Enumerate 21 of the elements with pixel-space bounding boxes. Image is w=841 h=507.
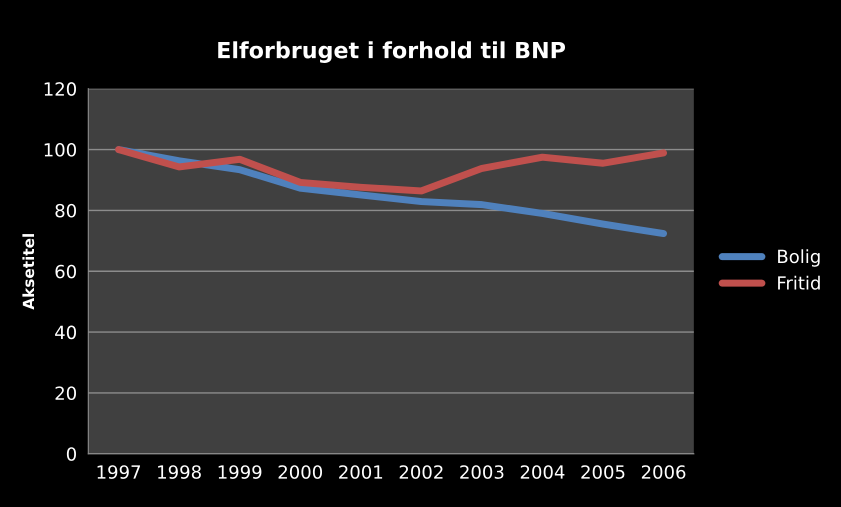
x-tick-label: 1997: [98, 465, 140, 479]
x-tick-label: 2002: [400, 465, 443, 479]
y-tick-label: 0: [66, 447, 76, 461]
y-tick-label: 40: [55, 326, 76, 340]
y-tick-label: 60: [55, 264, 76, 278]
y-tick-label: 80: [55, 204, 76, 218]
legend-label: Fritid: [778, 276, 820, 290]
y-tick-label: 120: [44, 82, 76, 96]
x-tick-label: 1999: [218, 465, 262, 479]
x-tick-label: 2005: [581, 465, 624, 479]
legend-label: Bolig: [778, 249, 820, 267]
x-tick-label: 2004: [520, 465, 564, 479]
y-tick-label: 20: [56, 386, 76, 400]
x-tick-label: 1998: [158, 465, 201, 479]
y-tick-label: 100: [44, 143, 76, 157]
y-axis-title: Aksetitel: [22, 234, 34, 310]
x-tick-label: 2000: [278, 465, 322, 479]
chart-title: Elforbruget i forhold til BNP: [218, 41, 566, 63]
x-tick-label: 2001: [339, 465, 382, 479]
x-tick-label: 2003: [460, 465, 504, 479]
x-tick-label: 2006: [642, 465, 686, 479]
